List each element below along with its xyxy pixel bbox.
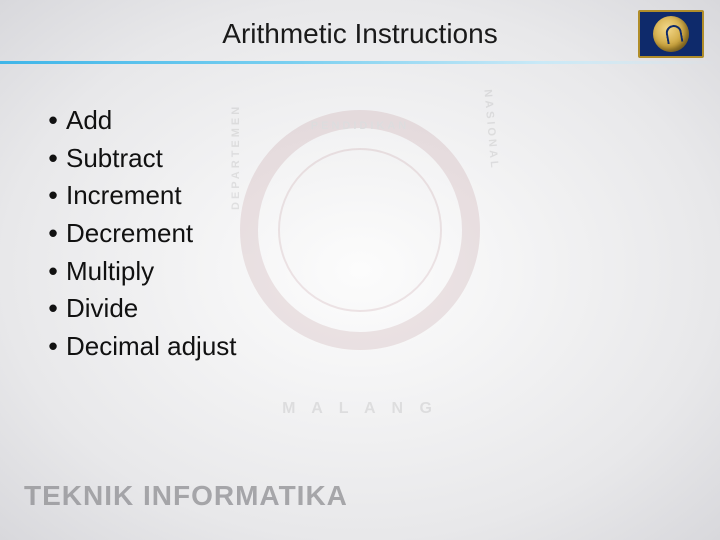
bullet-icon: • (40, 215, 66, 253)
footer-department: TEKNIK INFORMATIKA (24, 480, 348, 512)
list-item: •Add (40, 102, 720, 140)
ub-logo-icon (653, 16, 689, 52)
bullet-text: Multiply (66, 253, 154, 291)
bullet-icon: • (40, 290, 66, 328)
bullet-text: Decrement (66, 215, 193, 253)
list-item: •Subtract (40, 140, 720, 178)
list-item: •Decimal adjust (40, 328, 720, 366)
title-underline (0, 61, 720, 64)
list-item: •Decrement (40, 215, 720, 253)
bullet-list: •Add •Subtract •Increment •Decrement •Mu… (40, 102, 720, 366)
list-item: •Increment (40, 177, 720, 215)
bullet-text: Divide (66, 290, 138, 328)
bullet-text: Subtract (66, 140, 163, 178)
slide-content: •Add •Subtract •Increment •Decrement •Mu… (0, 78, 720, 366)
slide-title: Arithmetic Instructions (0, 18, 720, 50)
list-item: •Multiply (40, 253, 720, 291)
bullet-icon: • (40, 102, 66, 140)
slide: PENDIDIKAN DEPARTEMEN NASIONAL M A L A N… (0, 0, 720, 540)
bullet-icon: • (40, 177, 66, 215)
bullet-icon: • (40, 328, 66, 366)
bullet-text: Add (66, 102, 112, 140)
bullet-icon: • (40, 253, 66, 291)
bullet-text: Decimal adjust (66, 328, 237, 366)
list-item: •Divide (40, 290, 720, 328)
university-logo (638, 10, 704, 58)
slide-header: Arithmetic Instructions (0, 0, 720, 78)
bullet-text: Increment (66, 177, 182, 215)
seal-city-text: M A L A N G (190, 400, 530, 418)
bullet-icon: • (40, 140, 66, 178)
